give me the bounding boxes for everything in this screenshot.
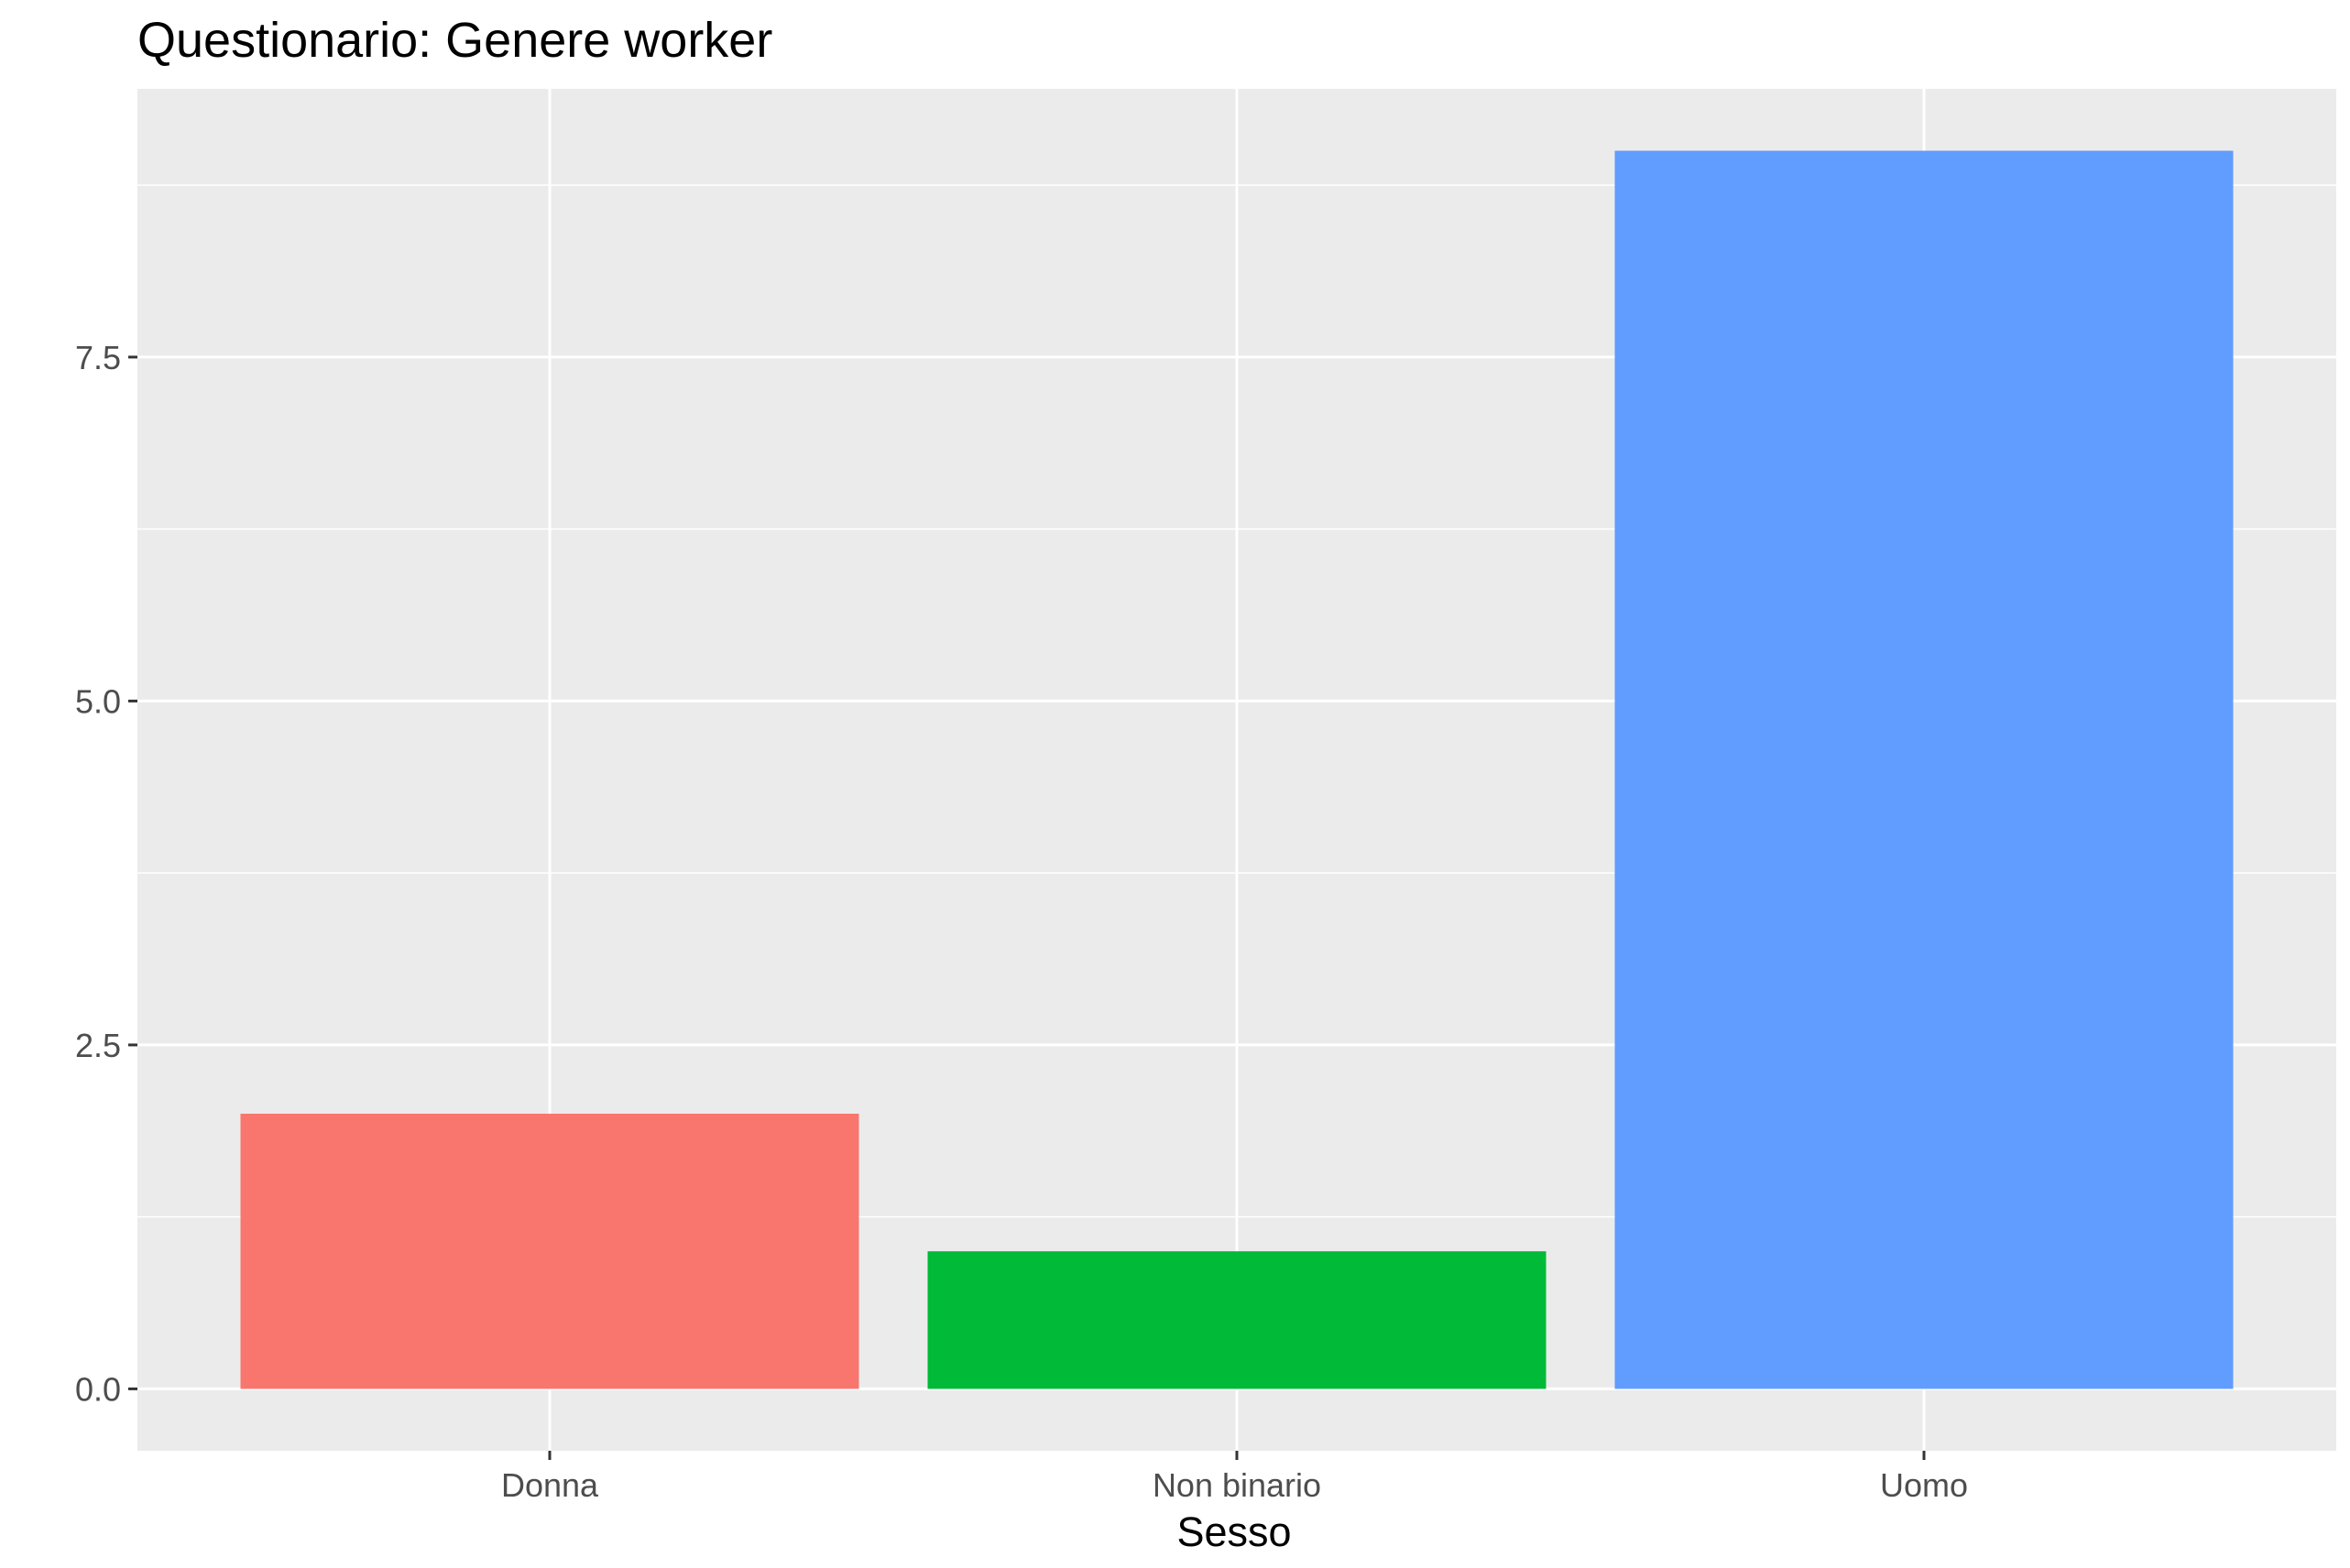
bars — [240, 150, 2234, 1389]
y-tick-label: 5.0 — [75, 682, 121, 720]
y-tick-label: 2.5 — [75, 1027, 121, 1064]
y-tick-label: 7.5 — [75, 339, 121, 376]
x-tick-label: Uomo — [1880, 1466, 1968, 1504]
bar-uomo — [1614, 150, 2234, 1389]
y-axis: 0.0 2.5 5.0 7.5 — [75, 339, 137, 1408]
x-tick-label: Non binario — [1153, 1466, 1321, 1504]
y-tick-label: 0.0 — [75, 1370, 121, 1408]
bar-donna — [240, 1114, 859, 1389]
x-axis: Donna Non binario Uomo — [501, 1451, 1968, 1504]
x-axis-title: Sesso — [1176, 1508, 1291, 1555]
chart-title: Questionario: Genere worker — [137, 13, 772, 68]
x-tick-label: Donna — [501, 1466, 599, 1504]
bar-non-binario — [927, 1251, 1547, 1389]
